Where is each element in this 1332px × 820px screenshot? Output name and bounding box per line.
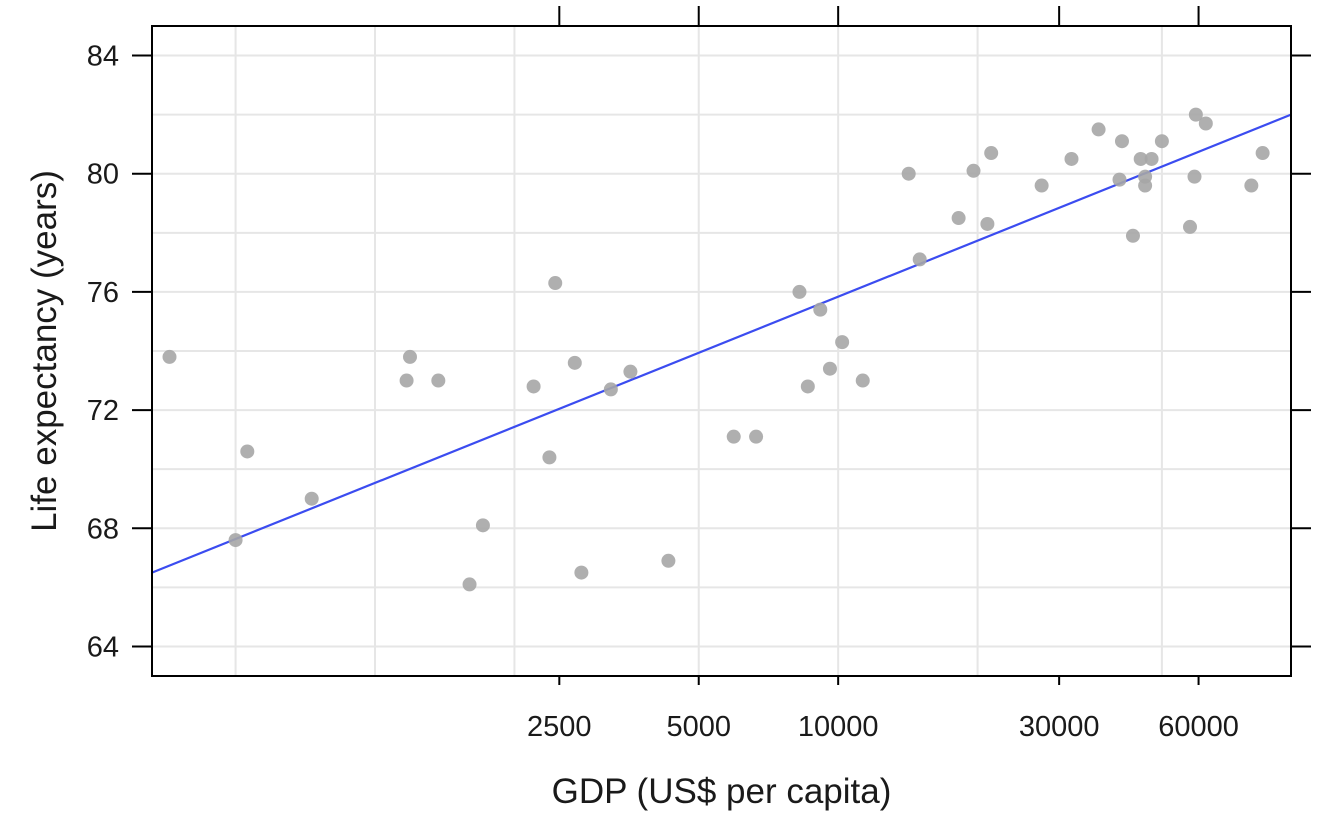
- data-point: [792, 284, 807, 299]
- data-point: [1154, 134, 1169, 149]
- data-point: [1091, 122, 1106, 137]
- data-point: [749, 429, 764, 444]
- y-tick-label: 72: [87, 395, 119, 427]
- data-point: [574, 565, 589, 580]
- data-point: [1183, 219, 1198, 234]
- data-point: [1144, 151, 1159, 166]
- data-point: [1255, 146, 1270, 161]
- data-point: [1064, 151, 1079, 166]
- data-point: [548, 276, 563, 291]
- data-point: [661, 553, 676, 568]
- data-point: [1034, 178, 1049, 193]
- data-point: [304, 491, 319, 506]
- data-point: [1138, 178, 1153, 193]
- y-tick-label: 64: [87, 631, 119, 663]
- data-point: [162, 349, 177, 364]
- x-tick-label: 30000: [1019, 711, 1100, 743]
- data-point: [1114, 134, 1129, 149]
- data-point: [980, 216, 995, 231]
- x-tick-label: 60000: [1158, 711, 1239, 743]
- data-point: [1133, 151, 1148, 166]
- data-point: [1188, 107, 1203, 122]
- data-point: [402, 349, 417, 364]
- data-point: [399, 373, 414, 388]
- data-point: [1125, 228, 1140, 243]
- plot-frame: [151, 25, 1292, 677]
- data-point: [1198, 116, 1213, 131]
- data-points: [162, 107, 1270, 592]
- data-point: [813, 302, 828, 317]
- data-point: [1187, 169, 1202, 184]
- data-point: [240, 444, 255, 459]
- data-point: [542, 450, 557, 465]
- data-point: [1112, 172, 1127, 187]
- grid: [152, 26, 1291, 676]
- x-tick-label: 10000: [798, 711, 879, 743]
- y-tick-label: 76: [87, 277, 119, 309]
- data-point: [603, 382, 618, 397]
- data-point: [951, 211, 966, 226]
- data-point: [855, 373, 870, 388]
- data-point: [228, 533, 243, 548]
- axis-ticks: [132, 6, 1311, 685]
- data-point: [526, 379, 541, 394]
- data-point: [462, 577, 477, 592]
- tick-labels: 2500 5000 10000 30000 60000 64 68 72 76 80 84: [87, 41, 1239, 743]
- data-point: [623, 364, 638, 379]
- data-point: [431, 373, 446, 388]
- x-tick-label: 2500: [527, 711, 592, 743]
- data-point: [901, 166, 916, 181]
- trend-line-layer: [151, 113, 1292, 574]
- data-point: [800, 379, 815, 394]
- data-point: [912, 252, 927, 267]
- trend-line: [151, 113, 1292, 574]
- data-point: [984, 146, 999, 161]
- data-point: [726, 429, 741, 444]
- y-axis-title: Life expectancy (years): [25, 170, 64, 532]
- data-point: [966, 163, 981, 178]
- data-point: [822, 361, 837, 376]
- y-tick-label: 68: [87, 513, 119, 545]
- data-point: [835, 335, 850, 350]
- data-point: [475, 518, 490, 533]
- y-tick-label: 84: [87, 41, 119, 73]
- data-point: [1244, 178, 1259, 193]
- x-axis-title: GDP (US$ per capita): [552, 772, 892, 811]
- x-tick-label: 5000: [666, 711, 731, 743]
- y-tick-label: 80: [87, 159, 119, 191]
- data-point: [567, 355, 582, 370]
